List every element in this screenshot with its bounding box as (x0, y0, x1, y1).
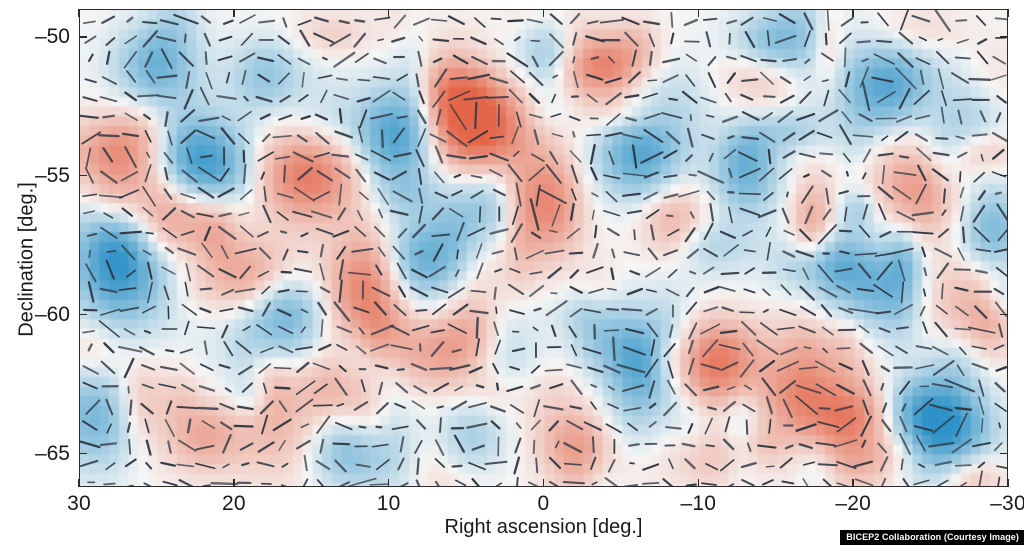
y-tick-label: –65 (34, 441, 70, 465)
y-tick-left (79, 452, 87, 455)
y-tick-label: –60 (34, 302, 70, 326)
x-axis-label: Right ascension [deg.] (444, 516, 643, 538)
x-tick-label: 20 (221, 492, 246, 515)
x-tick-top (542, 9, 545, 17)
x-tick-bottom (697, 479, 700, 487)
y-tick-right (1000, 313, 1008, 316)
x-tick-label: 10 (376, 492, 401, 515)
x-tick-label: 0 (537, 492, 550, 515)
x-tick-bottom (852, 479, 854, 487)
cmb-temperature-heatmap (80, 10, 1007, 486)
x-tick-top (387, 9, 390, 17)
x-tick-bottom (233, 479, 235, 487)
y-tick-right (1000, 452, 1008, 455)
x-tick-top (233, 9, 235, 17)
y-tick-right (1000, 36, 1008, 38)
x-tick-bottom (542, 479, 545, 487)
x-tick-label: –30 (990, 492, 1024, 515)
plot-area (79, 9, 1008, 487)
x-tick-bottom (1007, 479, 1009, 487)
y-tick-label: –50 (34, 24, 70, 48)
y-tick-right (1000, 174, 1008, 177)
x-tick-top (1007, 9, 1009, 17)
y-tick-left (79, 174, 87, 177)
x-tick-top (852, 9, 854, 17)
x-tick-label: –10 (680, 492, 717, 515)
y-tick-left (79, 36, 87, 38)
x-tick-bottom (78, 479, 80, 487)
image-credit-badge: BICEP2 Collaboration (Courtesy Image) (840, 530, 1024, 545)
x-tick-label: –20 (835, 492, 871, 515)
y-tick-label: –55 (34, 163, 70, 187)
x-tick-top (697, 9, 700, 17)
x-tick-label: 30 (67, 492, 91, 515)
y-tick-left (79, 313, 87, 316)
x-tick-top (78, 9, 80, 17)
y-axis-label: Declination [deg.] (15, 182, 38, 337)
x-tick-bottom (387, 479, 390, 487)
